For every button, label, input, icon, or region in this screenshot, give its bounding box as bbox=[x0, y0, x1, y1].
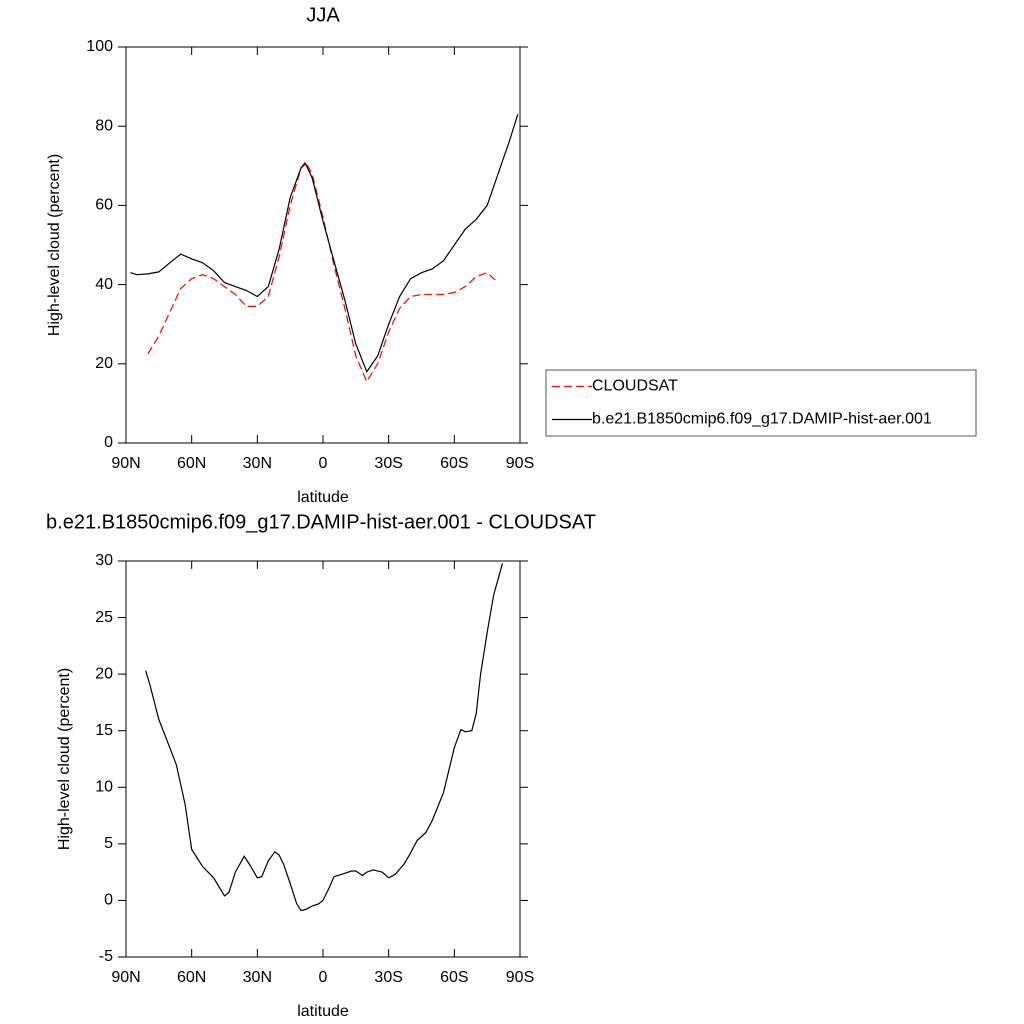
data-line bbox=[147, 160, 499, 383]
x-tick-label: 0 bbox=[319, 969, 328, 986]
x-axis-label: latitude bbox=[297, 489, 349, 506]
y-tick-label: 30 bbox=[95, 552, 113, 569]
y-tick-label: 20 bbox=[95, 665, 113, 682]
legend-label: b.e21.B1850cmip6.f09_g17.DAMIP-hist-aer.… bbox=[592, 411, 932, 428]
x-axis-label: latitude bbox=[297, 1003, 349, 1020]
x-tick-label: 0 bbox=[319, 455, 328, 472]
y-axis-label: High-level cloud (percent) bbox=[56, 668, 73, 850]
y-tick-label: 5 bbox=[104, 835, 113, 852]
legend-label: CLOUDSAT bbox=[592, 378, 678, 395]
y-tick-label: 10 bbox=[95, 779, 113, 796]
x-tick-label: 60N bbox=[177, 969, 206, 986]
y-tick-label: 20 bbox=[95, 355, 113, 372]
x-tick-label: 60S bbox=[440, 969, 468, 986]
x-tick-label: 90N bbox=[111, 455, 140, 472]
x-tick-label: 90S bbox=[506, 969, 534, 986]
y-tick-label: 80 bbox=[95, 117, 113, 134]
x-tick-label: 60S bbox=[440, 455, 468, 472]
data-line bbox=[130, 114, 519, 373]
chart-title: JJA bbox=[306, 4, 340, 26]
y-tick-label: 15 bbox=[95, 722, 113, 739]
y-tick-label: 40 bbox=[95, 276, 113, 293]
x-tick-label: 30S bbox=[374, 969, 402, 986]
x-tick-label: 30N bbox=[243, 969, 272, 986]
x-tick-label: 30N bbox=[243, 455, 272, 472]
y-axis-label: High-level cloud (percent) bbox=[46, 154, 63, 336]
y-tick-label: 25 bbox=[95, 609, 113, 626]
y-tick-label: 60 bbox=[95, 197, 113, 214]
y-tick-label: 0 bbox=[104, 892, 113, 909]
x-tick-label: 90N bbox=[111, 969, 140, 986]
x-tick-label: 90S bbox=[506, 455, 534, 472]
y-tick-label: -5 bbox=[99, 948, 113, 965]
y-tick-label: 0 bbox=[104, 434, 113, 451]
x-tick-label: 30S bbox=[374, 455, 402, 472]
plot-frame bbox=[125, 560, 521, 958]
plot-frame bbox=[125, 46, 521, 444]
chart-title: b.e21.B1850cmip6.f09_g17.DAMIP-hist-aer.… bbox=[46, 511, 596, 533]
y-tick-label: 100 bbox=[86, 38, 113, 55]
x-tick-label: 60N bbox=[177, 455, 206, 472]
legend-box bbox=[545, 369, 977, 437]
data-line bbox=[145, 563, 504, 912]
